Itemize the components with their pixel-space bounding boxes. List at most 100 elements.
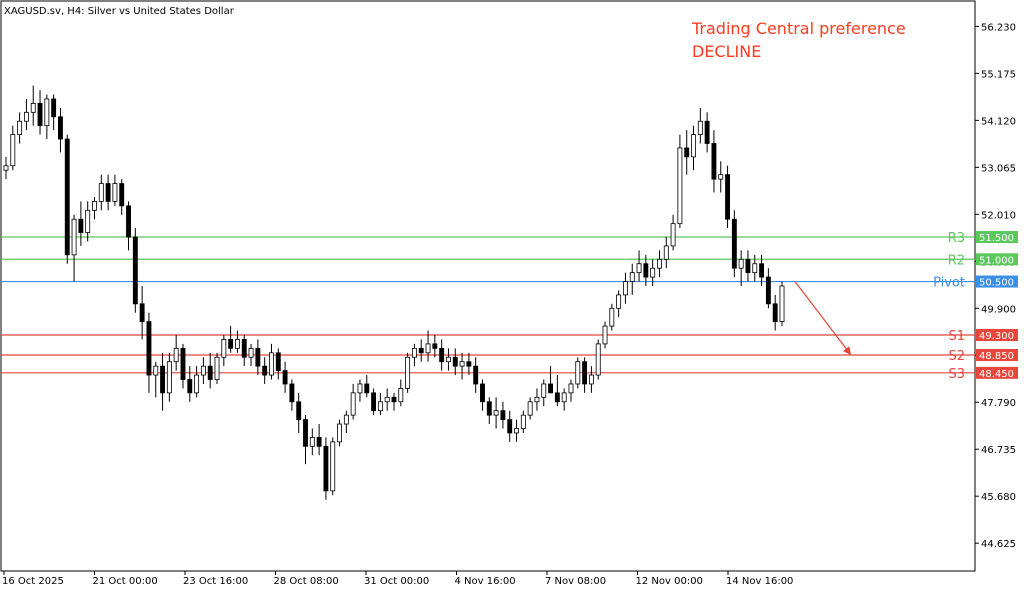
candle-body-bearish [303,419,308,447]
candle [187,366,193,402]
candle-body-bullish [309,437,315,447]
candle [745,250,751,282]
level-price-tag-s1 [976,328,1018,341]
level-price-r2: 51.000 [979,255,1014,266]
y-tick-label: 45.680 [981,492,1016,503]
candle-body-bullish [670,223,676,247]
candle-body-bearish [466,361,472,367]
candle [364,375,370,398]
candle [296,392,302,433]
candle [262,357,268,384]
candle-body-bearish [132,236,138,305]
y-tick-label: 55.175 [981,69,1016,80]
candle [514,419,519,442]
level-price-s1: 49.300 [979,331,1014,342]
x-tick-label: 7 Nov 08:00 [545,576,606,587]
candle-body-bullish [561,392,567,403]
candle [718,161,724,193]
candle-body-bearish [725,174,730,220]
candle [541,379,547,407]
candle [51,94,57,131]
candle-body-bullish [98,183,104,202]
candle [534,388,540,411]
candle [105,174,111,211]
y-tick-label: 56.230 [981,22,1016,33]
level-price-tag-r3 [976,231,1018,244]
candle [241,334,247,367]
candle [207,352,213,389]
candle [323,437,329,500]
candle-body-bearish [439,347,445,363]
candle-body-bullish [30,103,36,113]
candle [657,250,662,278]
level-price-tag-r2 [976,253,1018,266]
plot-frame [0,0,976,572]
y-tick-label: 47.790 [981,398,1016,409]
candle-body-bearish [371,392,377,412]
candle [418,339,424,362]
candle-body-bullish [166,361,172,394]
candle-body-bullish [350,392,356,416]
y-tick-label: 44.625 [981,539,1016,550]
candle-body-bullish [738,258,744,269]
candle [92,196,97,220]
level-price-tag-s2 [976,349,1018,362]
candle [303,415,308,465]
candle-body-bullish [691,134,696,158]
candle [3,156,9,180]
candle [759,254,765,286]
candle-body-bullish [85,209,91,233]
candle-body-bullish [425,343,431,354]
level-price-s3: 48.450 [979,369,1014,380]
candle-body-bullish [112,183,118,202]
candle [200,357,206,384]
preference-direction: DECLINE [692,42,761,61]
candle-body-bullish [650,267,656,278]
candle [17,112,23,144]
candle [752,254,758,282]
candle-body-bullish [357,383,363,394]
candle-body-bearish [323,445,329,492]
level-price-r3: 51.500 [979,233,1014,244]
candle-body-bearish [37,103,43,127]
candle [132,228,138,313]
x-tick-label: 31 Oct 00:00 [364,576,429,587]
candle [153,361,159,398]
candle-body-bearish [364,383,370,394]
candle-body-bearish [486,401,492,416]
candle-body-bearish [704,120,710,144]
candle-body-bearish [207,365,213,380]
candle-body-bearish [241,339,247,358]
candle [602,321,608,349]
candle [473,357,479,393]
level-name-s1: S1 [948,329,965,344]
candle [78,201,84,246]
candle [500,401,506,429]
candle-body-bullish [622,281,628,296]
candle-body-bullish [446,356,451,363]
x-tick-label: 23 Oct 16:00 [183,576,248,587]
chart-title: XAGUSD.sv, H4: Silver vs United States D… [4,6,235,17]
candle [269,343,274,380]
candle [10,125,16,171]
x-tick-label: 16 Oct 2025 [2,576,64,587]
candle [71,214,77,282]
level-name-r3: R3 [948,231,965,246]
candle-body-bullish [44,98,50,127]
candle-body-bearish [391,396,397,403]
level-price-pivot: 50.500 [979,278,1014,289]
candle-body-bearish [554,392,560,403]
candle [486,397,492,425]
candle [58,107,63,153]
candle [548,366,554,394]
level-price-tag-s3 [976,366,1018,379]
candle-body-bullish [398,388,404,403]
candle-body-bullish [663,245,669,260]
level-price-s2: 48.850 [979,351,1014,362]
candle-body-bullish [405,356,411,389]
candle [629,263,635,295]
candle [146,312,152,393]
candle-body-bullish [779,285,785,323]
candle-body-bearish [731,218,737,269]
candle [554,375,560,407]
